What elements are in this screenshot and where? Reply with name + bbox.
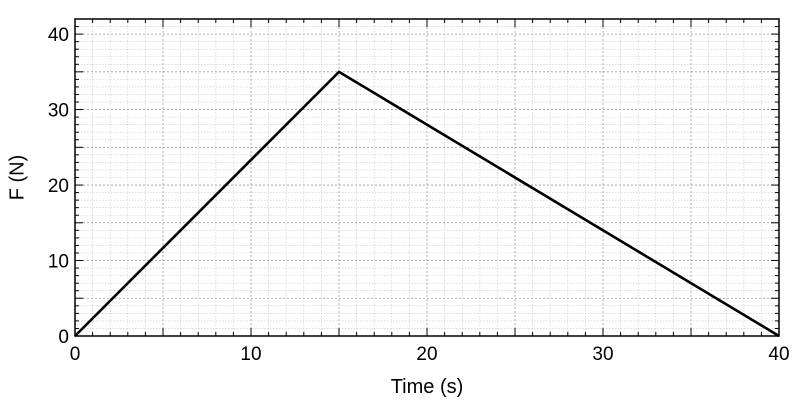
y-tick-label: 30 [48, 101, 69, 122]
x-tick-labels: 0 10 20 30 40 [70, 344, 790, 365]
x-tick-label: 30 [592, 344, 613, 365]
y-axis-label: F (N) [6, 155, 28, 201]
x-axis-label: Time (s) [391, 376, 464, 398]
plot-frame [74, 18, 780, 337]
series-line [74, 70, 780, 338]
y-tick-label: 0 [58, 327, 69, 348]
x-tick-label: 0 [70, 344, 81, 365]
y-tick-label: 20 [48, 176, 69, 197]
x-tick-label: 10 [240, 344, 261, 365]
y-tick-label: 10 [48, 252, 69, 273]
y-tick-label: 40 [48, 25, 69, 46]
series-group [74, 70, 780, 338]
x-tick-label: 20 [416, 344, 437, 365]
y-tick-labels: 0 10 20 30 40 [48, 25, 69, 348]
x-tick-label: 40 [768, 344, 789, 365]
